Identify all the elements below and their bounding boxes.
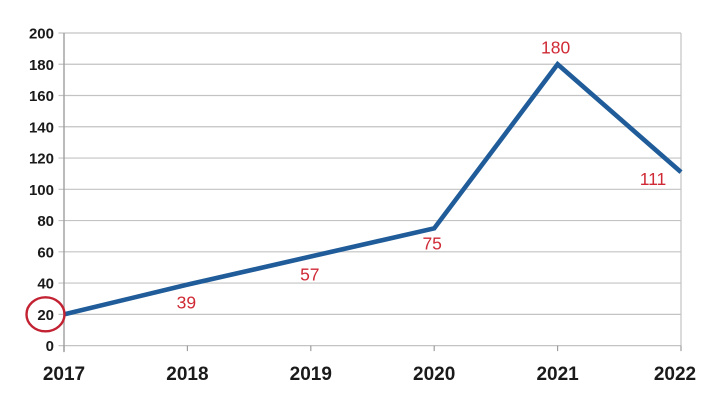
y-tick-label: 100 (29, 182, 54, 199)
y-tick-label: 120 (29, 151, 54, 168)
x-tick-label: 2021 (536, 364, 579, 385)
x-tick-label: 2019 (290, 364, 332, 385)
highlight-circle-annotation (25, 296, 66, 333)
data-line-series (63, 60, 683, 317)
y-tick-label: 200 (29, 26, 54, 43)
data-point-label: 39 (177, 293, 196, 313)
y-tick-label: 40 (37, 276, 54, 293)
y-tick-label: 0 (46, 338, 54, 355)
data-point-label: 75 (422, 233, 441, 253)
y-tick-label: 140 (29, 119, 54, 136)
y-tick-label: 160 (29, 88, 54, 105)
data-point-label: 180 (541, 37, 570, 57)
x-tick-label: 2022 (654, 364, 696, 385)
x-tick-label: 2018 (166, 364, 208, 385)
y-tick-label: 20 (37, 307, 54, 324)
y-tick-label: 180 (29, 57, 54, 74)
x-tick-label: 2017 (43, 364, 85, 385)
data-point-label: 57 (300, 265, 319, 285)
y-tick-label: 60 (37, 244, 54, 261)
y-tick-label: 80 (37, 213, 54, 230)
data-point-label: 111 (640, 169, 667, 189)
x-tick-label: 2020 (413, 364, 455, 385)
